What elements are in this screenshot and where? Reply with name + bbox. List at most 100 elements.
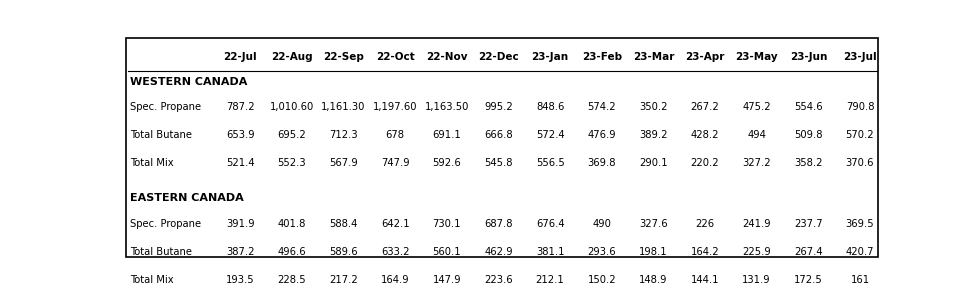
Text: 220.2: 220.2 (691, 158, 719, 168)
Text: 164.9: 164.9 (381, 275, 410, 285)
Text: 131.9: 131.9 (743, 275, 771, 285)
Text: 496.6: 496.6 (277, 247, 306, 257)
Text: 172.5: 172.5 (794, 275, 822, 285)
Text: 327.6: 327.6 (639, 219, 667, 229)
Text: 369.5: 369.5 (846, 219, 874, 229)
Text: 633.2: 633.2 (381, 247, 410, 257)
Text: 695.2: 695.2 (277, 130, 306, 140)
Text: WESTERN CANADA: WESTERN CANADA (130, 77, 248, 87)
Text: 358.2: 358.2 (794, 158, 822, 168)
Text: 790.8: 790.8 (846, 102, 874, 112)
Text: 556.5: 556.5 (536, 158, 564, 168)
Text: 267.4: 267.4 (794, 247, 822, 257)
Text: 23-Jan: 23-Jan (531, 52, 568, 62)
Text: 164.2: 164.2 (691, 247, 719, 257)
Text: 23-Jul: 23-Jul (843, 52, 877, 62)
Text: Total Butane: Total Butane (130, 247, 192, 257)
Text: 389.2: 389.2 (639, 130, 667, 140)
Text: 567.9: 567.9 (329, 158, 358, 168)
Text: 570.2: 570.2 (846, 130, 874, 140)
Text: 22-Sep: 22-Sep (323, 52, 364, 62)
Text: 370.6: 370.6 (846, 158, 874, 168)
Text: 676.4: 676.4 (536, 219, 564, 229)
Text: 428.2: 428.2 (691, 130, 719, 140)
Text: 420.7: 420.7 (846, 247, 874, 257)
Text: 381.1: 381.1 (536, 247, 564, 257)
Text: 212.1: 212.1 (536, 275, 564, 285)
Text: 23-May: 23-May (735, 52, 778, 62)
Text: 995.2: 995.2 (484, 102, 513, 112)
Text: 401.8: 401.8 (277, 219, 306, 229)
Text: 22-Aug: 22-Aug (271, 52, 313, 62)
FancyBboxPatch shape (126, 38, 878, 257)
Text: 476.9: 476.9 (587, 130, 616, 140)
Text: 22-Nov: 22-Nov (426, 52, 467, 62)
Text: 678: 678 (386, 130, 405, 140)
Text: 490: 490 (592, 219, 612, 229)
Text: 148.9: 148.9 (639, 275, 667, 285)
Text: 327.2: 327.2 (743, 158, 771, 168)
Text: 1,163.50: 1,163.50 (424, 102, 469, 112)
Text: 1,197.60: 1,197.60 (373, 102, 417, 112)
Text: 462.9: 462.9 (484, 247, 513, 257)
Text: 509.8: 509.8 (794, 130, 822, 140)
Text: 387.2: 387.2 (226, 247, 255, 257)
Text: 293.6: 293.6 (587, 247, 616, 257)
Text: 848.6: 848.6 (536, 102, 564, 112)
Text: 193.5: 193.5 (226, 275, 255, 285)
Text: 545.8: 545.8 (484, 158, 513, 168)
Text: 350.2: 350.2 (639, 102, 667, 112)
Text: 23-Mar: 23-Mar (633, 52, 674, 62)
Text: 290.1: 290.1 (639, 158, 667, 168)
Text: 23-Apr: 23-Apr (685, 52, 725, 62)
Text: 147.9: 147.9 (432, 275, 462, 285)
Text: Spec. Propane: Spec. Propane (130, 102, 201, 112)
Text: 223.6: 223.6 (484, 275, 513, 285)
Text: Total Mix: Total Mix (130, 158, 173, 168)
Text: 144.1: 144.1 (691, 275, 719, 285)
Text: 228.5: 228.5 (277, 275, 306, 285)
Text: 1,161.30: 1,161.30 (321, 102, 366, 112)
Text: 225.9: 225.9 (742, 247, 771, 257)
Text: 642.1: 642.1 (381, 219, 410, 229)
Text: 589.6: 589.6 (329, 247, 358, 257)
Text: 592.6: 592.6 (432, 158, 462, 168)
Text: 23-Feb: 23-Feb (582, 52, 621, 62)
Text: 554.6: 554.6 (794, 102, 822, 112)
Text: 653.9: 653.9 (226, 130, 255, 140)
Text: 747.9: 747.9 (381, 158, 410, 168)
Text: 572.4: 572.4 (536, 130, 564, 140)
Text: 369.8: 369.8 (587, 158, 616, 168)
Text: 267.2: 267.2 (691, 102, 719, 112)
Text: 552.3: 552.3 (277, 158, 306, 168)
Text: Total Mix: Total Mix (130, 275, 173, 285)
Text: 588.4: 588.4 (329, 219, 358, 229)
Text: 150.2: 150.2 (587, 275, 616, 285)
Text: 23-Jun: 23-Jun (790, 52, 827, 62)
Text: 560.1: 560.1 (432, 247, 462, 257)
Text: 666.8: 666.8 (484, 130, 513, 140)
Text: 198.1: 198.1 (639, 247, 667, 257)
Text: 521.4: 521.4 (226, 158, 255, 168)
Text: 241.9: 241.9 (743, 219, 771, 229)
Text: 712.3: 712.3 (329, 130, 358, 140)
Text: 687.8: 687.8 (484, 219, 513, 229)
Text: 391.9: 391.9 (226, 219, 255, 229)
Text: 22-Dec: 22-Dec (478, 52, 518, 62)
Text: 161: 161 (851, 275, 869, 285)
Text: 22-Oct: 22-Oct (375, 52, 415, 62)
Text: 22-Jul: 22-Jul (223, 52, 257, 62)
Text: 574.2: 574.2 (587, 102, 616, 112)
Text: Total Butane: Total Butane (130, 130, 192, 140)
Text: 691.1: 691.1 (432, 130, 462, 140)
Text: 730.1: 730.1 (432, 219, 461, 229)
Text: Spec. Propane: Spec. Propane (130, 219, 201, 229)
Text: 475.2: 475.2 (743, 102, 771, 112)
Text: 787.2: 787.2 (226, 102, 255, 112)
Text: 217.2: 217.2 (329, 275, 358, 285)
Text: EASTERN CANADA: EASTERN CANADA (130, 194, 244, 203)
Text: 237.7: 237.7 (794, 219, 822, 229)
Text: 226: 226 (696, 219, 714, 229)
Text: 1,010.60: 1,010.60 (270, 102, 314, 112)
Text: 494: 494 (747, 130, 766, 140)
